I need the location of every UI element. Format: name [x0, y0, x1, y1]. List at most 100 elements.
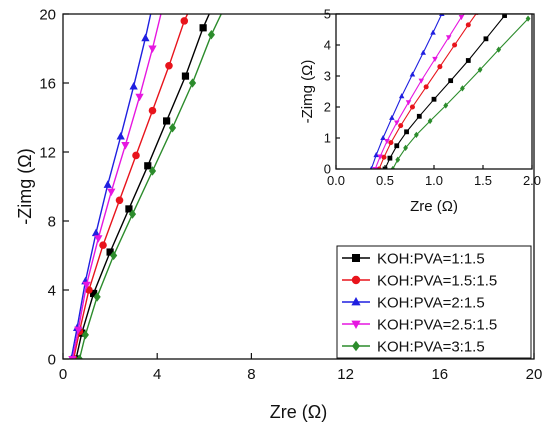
main-point-1-6: [144, 162, 152, 170]
main-frame: [62, 13, 535, 360]
inset-y-tick-label: 3: [324, 69, 331, 84]
inset-point-2-8: [452, 42, 458, 48]
inset-point-1-4: [404, 129, 409, 135]
inset-point-5-4: [413, 131, 419, 139]
legend-label-4: KOH:PVA=2.5:1.5: [377, 317, 497, 334]
main-y-tick-label: 20: [39, 6, 56, 23]
inset-point-2-3: [388, 140, 394, 146]
inset-series-line-3: [370, 14, 443, 169]
main-point-4-6: [121, 142, 130, 150]
inset-point-1-3: [394, 143, 400, 149]
inset-point-1-8: [465, 58, 471, 63]
inset-plot: 0.0 0.5 1.0 1.5 2.0 0 1 2 3 4 5 Zre (Ω) -Zimg (Ω): [299, 2, 541, 215]
inset-point-4-5: [405, 100, 412, 106]
main-x-axis-label: Zre (Ω): [270, 402, 327, 422]
inset-point-1-6: [431, 96, 437, 102]
main-point-2-9: [180, 17, 189, 25]
inset-point-2-5: [409, 104, 415, 110]
main-point-5-1: [75, 354, 84, 359]
inset-point-1-2: [387, 155, 393, 161]
main-point-2-6: [132, 151, 140, 160]
inset-point-4-7: [432, 56, 438, 62]
inset-y-tick-label: 2: [324, 100, 331, 115]
legend-marker-4: [351, 320, 361, 329]
main-point-5-5: [128, 209, 137, 219]
inset-point-1-9: [483, 36, 489, 42]
main-point-5-7: [168, 123, 177, 133]
legend-marker-3: [351, 297, 361, 306]
inset-point-4-10: [468, 6, 474, 11]
inset-point-3-10: [446, 2, 452, 7]
main-point-4-8: [148, 45, 157, 53]
inset-y-tick-label: 5: [324, 7, 331, 22]
main-point-5-3: [93, 292, 101, 302]
legend-marker-1: [352, 254, 360, 262]
inset-point-3-7: [420, 49, 426, 55]
inset-x-tick-label: 0.5: [376, 173, 394, 188]
inset-point-2-6: [423, 84, 429, 90]
main-x-tick-label: 4: [153, 366, 161, 383]
main-y-tick-label: 16: [39, 75, 56, 92]
inset-x-tick-label: 2.0: [523, 173, 541, 188]
inset-series-line-1: [384, 15, 506, 169]
main-point-3-7: [129, 81, 138, 90]
inset-y-tick-label: 0: [324, 162, 331, 177]
inset-point-2-9: [465, 22, 471, 28]
main-point-4-5: [107, 188, 116, 197]
inset-point-3-2: [373, 152, 379, 158]
main-point-2-4: [99, 241, 107, 249]
inset-series-line-4: [374, 14, 466, 169]
main-point-4-1: [68, 355, 77, 359]
inset-point-2-2: [381, 154, 387, 160]
main-point-4-7: [135, 93, 144, 102]
main-series-line-2: [72, 14, 189, 359]
inset-point-3-3: [380, 135, 386, 141]
main-point-3-5: [103, 180, 112, 188]
legend-label-5: KOH:PVA=3:1.5: [377, 339, 485, 356]
main-point-3-6: [116, 131, 125, 140]
main-y-tick-label: 0: [48, 351, 56, 368]
main-x-tick-label: 20: [526, 366, 543, 383]
main-point-2-7: [148, 106, 157, 115]
main-y-axis-label: -Zimg (Ω): [15, 148, 35, 224]
main-point-3-4: [91, 228, 101, 237]
legend-label-2: KOH:PVA=1.5:1.5: [377, 273, 497, 290]
inset-y-tick-label: 1: [324, 131, 331, 146]
inset-point-3-5: [398, 93, 405, 99]
inset-point-2-4: [398, 123, 404, 129]
main-point-1-7: [163, 117, 171, 125]
inset-series-line-2: [378, 14, 477, 169]
inset-x-axis-label: Zre (Ω): [410, 198, 458, 215]
main-point-2-5: [115, 196, 124, 205]
inset-background: [336, 14, 532, 169]
main-point-5-10: [224, 0, 231, 5]
inset-point-5-3: [403, 144, 408, 152]
inset-point-5-9: [496, 46, 502, 53]
inset-point-4-8: [445, 35, 452, 41]
inset-point-5-7: [460, 85, 465, 92]
main-point-4-3: [82, 281, 91, 290]
inset-point-5-2: [395, 156, 401, 163]
inset-point-3-4: [389, 114, 395, 120]
legend-label-3: KOH:PVA=2:1.5: [377, 295, 485, 312]
main-series-line-4: [71, 14, 162, 359]
main-y-tick-label: 8: [48, 213, 56, 230]
inset-point-4-2: [377, 154, 383, 160]
inset-x-tick-label: 0.0: [327, 173, 345, 188]
inset-point-4-3: [384, 139, 390, 145]
main-y-tick-label: 12: [39, 144, 56, 161]
inset-series-line-5: [392, 18, 529, 169]
inset-point-5-10: [525, 15, 531, 22]
main-point-5-8: [188, 78, 197, 88]
inset-point-3-8: [430, 29, 436, 35]
main-x-tick-label: 12: [337, 366, 354, 383]
main-series-line-1: [75, 14, 210, 359]
inset-point-5-8: [477, 66, 483, 73]
legend-marker-5: [352, 340, 360, 352]
main-point-3-8: [141, 33, 150, 42]
main-point-1-8: [181, 72, 190, 80]
inset-point-5-6: [443, 102, 449, 109]
inset-y-tick-label: 4: [324, 38, 331, 53]
